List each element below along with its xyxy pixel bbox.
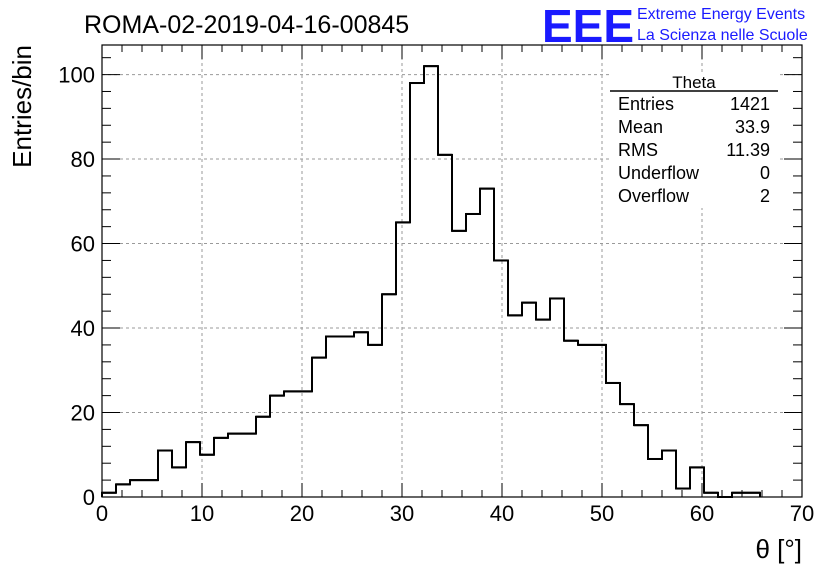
x-tick-labels: 0 10 20 30 40 50 60 70 [96, 501, 814, 526]
x-tick-label: 30 [390, 501, 414, 526]
y-axis-label: Entries/bin [7, 45, 37, 168]
x-tick-label: 0 [96, 501, 108, 526]
y-tick-labels: 0 20 40 60 80 100 [58, 63, 95, 510]
y-tick-label: 60 [71, 232, 95, 257]
stats-value-rms: 11.39 [726, 140, 770, 160]
x-tick-label: 50 [590, 501, 614, 526]
x-axis-label: θ [°] [755, 534, 802, 564]
stats-box: Theta Entries 1421 Mean 33.9 RMS 11.39 U… [610, 72, 778, 208]
logo-line-1: Extreme Energy Events [637, 6, 805, 23]
stats-value-overflow: 2 [760, 186, 770, 206]
stats-label-entries: Entries [618, 94, 674, 114]
eee-logo: EEE Extreme Energy Events La Scienza nel… [542, 0, 808, 52]
x-tick-label: 40 [490, 501, 514, 526]
plot-frame [101, 44, 803, 498]
stats-label-mean: Mean [618, 117, 663, 137]
x-tick-label: 60 [690, 501, 714, 526]
x-tick-label: 10 [190, 501, 214, 526]
y-tick-label: 100 [58, 63, 95, 88]
y-tick-label: 80 [71, 147, 95, 172]
logo-mark: EEE [542, 0, 634, 52]
stats-value-mean: 33.9 [735, 117, 770, 137]
y-tick-label: 40 [71, 316, 95, 341]
stats-label-overflow: Overflow [618, 186, 690, 206]
logo-line-2: La Scienza nelle Scuole [637, 27, 808, 44]
stats-label-rms: RMS [618, 140, 658, 160]
stats-box-title: Theta [672, 73, 716, 92]
stats-value-underflow: 0 [760, 163, 770, 183]
x-tick-label: 20 [290, 501, 314, 526]
x-tick-label: 70 [790, 501, 814, 526]
stats-value-entries: 1421 [730, 94, 770, 114]
y-tick-label: 0 [83, 485, 95, 510]
stats-label-underflow: Underflow [618, 163, 700, 183]
y-tick-label: 20 [71, 401, 95, 426]
stats-box-background [610, 72, 778, 208]
axis-ticks [101, 45, 803, 498]
chart-title: ROMA-02-2019-04-16-00845 [84, 11, 409, 39]
